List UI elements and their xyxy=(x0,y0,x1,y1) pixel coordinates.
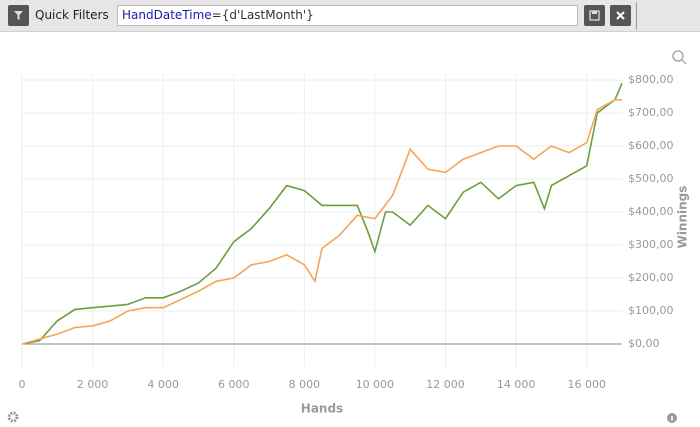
info-icon[interactable] xyxy=(667,413,677,423)
y-axis-title: Winnings xyxy=(676,186,690,249)
close-icon xyxy=(616,11,625,20)
y-tick-label: $600,00 xyxy=(628,139,674,152)
chart: Hands Winnings 0 2 000 4 000 6 000 8 000 10 0… xyxy=(7,50,690,423)
x-tick-label: 6 000 xyxy=(218,378,250,391)
y-tick-label: $800,00 xyxy=(628,73,674,86)
y-tick-label: $500,00 xyxy=(628,172,674,185)
x-tick-label: 0 xyxy=(19,378,26,391)
close-button[interactable] xyxy=(610,5,631,26)
x-axis-title: Hands xyxy=(301,402,343,416)
y-tick-label: $700,00 xyxy=(628,106,674,119)
save-icon xyxy=(589,10,600,21)
x-tick-label: 12 000 xyxy=(426,378,465,391)
filter-value: ={d'LastMonth'} xyxy=(211,8,314,22)
series-line xyxy=(21,99,622,345)
y-tick-label: $200,00 xyxy=(628,271,674,284)
y-tick-label: $0,00 xyxy=(628,337,660,350)
y-tick-label: $400,00 xyxy=(628,205,674,218)
series-line xyxy=(21,82,623,345)
x-tick-label: 4 000 xyxy=(147,378,179,391)
separator xyxy=(636,2,637,30)
filter-field: HandDateTime xyxy=(122,8,212,22)
settings-icon[interactable] xyxy=(7,411,19,423)
filter-icon xyxy=(14,11,23,20)
y-tick-label: $100,00 xyxy=(628,304,674,317)
x-tick-label: 8 000 xyxy=(289,378,321,391)
x-tick-label: 10 000 xyxy=(356,378,395,391)
quick-filters-label: Quick Filters xyxy=(35,8,109,22)
toolbar: Quick Filters HandDateTime={d'LastMonth'… xyxy=(0,0,700,32)
y-tick-label: $300,00 xyxy=(628,238,674,251)
filter-button[interactable] xyxy=(8,5,29,26)
save-button[interactable] xyxy=(584,5,605,26)
x-tick-label: 14 000 xyxy=(497,378,536,391)
zoom-icon[interactable] xyxy=(672,50,687,65)
x-tick-label: 2 000 xyxy=(77,378,109,391)
filter-input[interactable]: HandDateTime={d'LastMonth'} xyxy=(117,5,578,26)
x-tick-label: 16 000 xyxy=(567,378,606,391)
